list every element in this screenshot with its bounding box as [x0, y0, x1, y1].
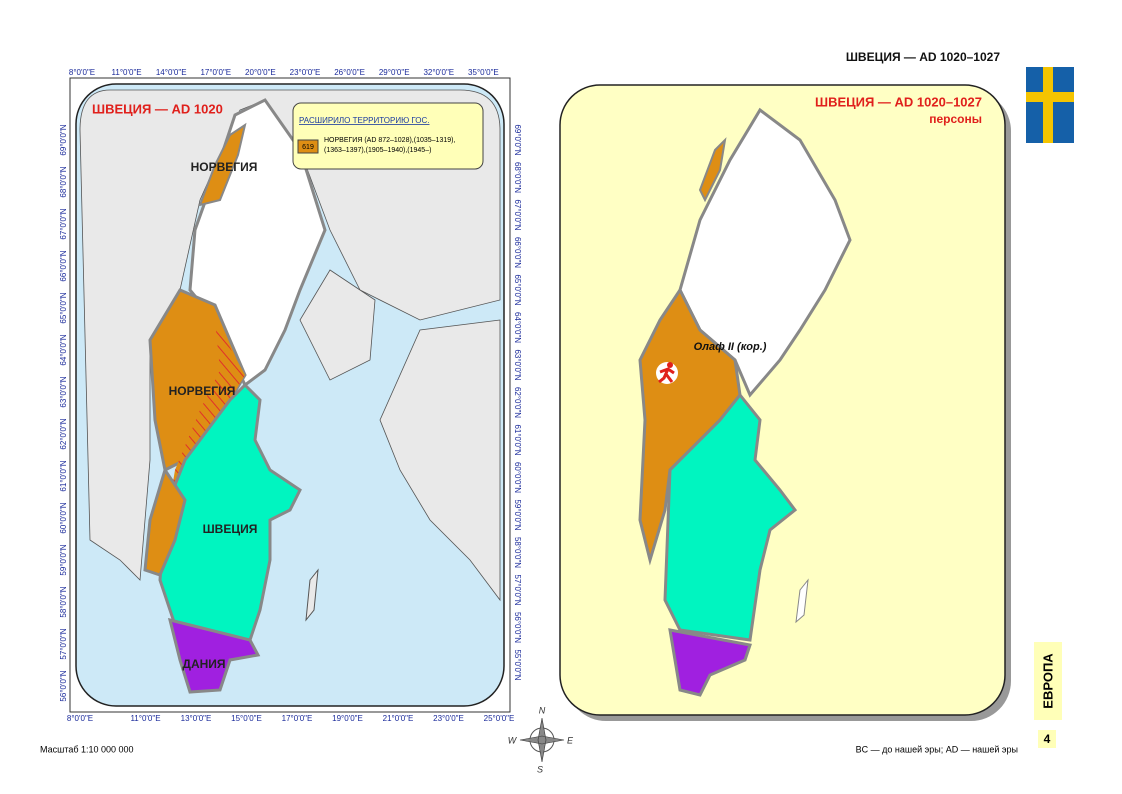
graticule-label: 17°0'0"E: [200, 68, 231, 77]
graticule-label: 67°0'0"N: [513, 199, 522, 230]
graticule-label: 23°0'0"E: [290, 68, 321, 77]
graticule-label: 55°0'0"N: [513, 649, 522, 680]
graticule-label: 62°0'0"N: [59, 418, 68, 449]
graticule-label: 19°0'0"E: [332, 714, 363, 723]
country-label: ДАНИЯ: [182, 657, 225, 671]
map-right: ШВЕЦИЯ — AD 1020–1027 персоны Олаф II (к…: [559, 84, 1011, 721]
graticule-label: 57°0'0"N: [513, 574, 522, 605]
graticule-label: 14°0'0"E: [156, 68, 187, 77]
country-label: НОРВЕГИЯ: [169, 384, 236, 398]
page-number: 4: [1044, 732, 1051, 746]
graticule-label: 67°0'0"N: [59, 208, 68, 239]
compass: N E S W: [508, 705, 574, 774]
page-title: ШВЕЦИЯ — AD 1020–1027: [846, 50, 1000, 64]
graticule-label: 63°0'0"N: [59, 376, 68, 407]
graticule-label: 29°0'0"E: [379, 68, 410, 77]
compass-letter: N: [539, 705, 546, 715]
region-box: [1034, 642, 1062, 720]
graticule-label: 35°0'0"E: [468, 68, 499, 77]
map-subtitle: персоны: [929, 112, 982, 126]
page-box: [1038, 730, 1056, 748]
graticule-label: 59°0'0"N: [513, 499, 522, 530]
graticule-label: 57°0'0"N: [59, 628, 68, 659]
footer-note: BC — до нашей эры; AD — нашей эры: [856, 744, 1018, 754]
graticule-label: 63°0'0"N: [513, 349, 522, 380]
compass-letter: E: [567, 735, 574, 745]
graticule-label: 23°0'0"E: [433, 714, 464, 723]
graticule-label: 62°0'0"N: [513, 387, 522, 418]
country-label: НОРВЕГИЯ: [191, 160, 258, 174]
graticule-label: 66°0'0"N: [59, 250, 68, 281]
legend-code: 619: [302, 144, 314, 151]
graticule-label: 61°0'0"N: [59, 460, 68, 491]
graticule-label: 58°0'0"N: [513, 537, 522, 568]
compass-letter: S: [537, 764, 543, 774]
graticule-label: 56°0'0"N: [513, 612, 522, 643]
region-label: ЕВРОПА: [1040, 653, 1055, 709]
flag: [1026, 67, 1074, 143]
graticule-label: 60°0'0"N: [513, 462, 522, 493]
graticule-label: 11°0'0"E: [112, 68, 142, 77]
graticule-label: 17°0'0"E: [282, 714, 313, 723]
graticule-label: 26°0'0"E: [334, 68, 365, 77]
compass-letter: W: [508, 735, 518, 745]
graticule-label: 8°0'0"E: [67, 714, 93, 723]
graticule-label: 61°0'0"N: [513, 424, 522, 455]
legend-text: НОРВЕГИЯ (AD 872–1028),(1035–1319),: [324, 137, 455, 144]
legend-text: (1363–1397),(1905–1940),(1945–): [324, 147, 431, 154]
graticule-label: 20°0'0"E: [245, 68, 276, 77]
scale: Масштаб 1:10 000 000: [40, 744, 134, 754]
graticule-label: 59°0'0"N: [59, 544, 68, 575]
graticule-label: 15°0'0"E: [231, 714, 262, 723]
graticule-label: 68°0'0"N: [59, 166, 68, 197]
graticule-label: 21°0'0"E: [383, 714, 414, 723]
graticule-label: 66°0'0"N: [513, 237, 522, 268]
graticule-label: 69°0'0"N: [59, 124, 68, 155]
graticule-label: 13°0'0"E: [181, 714, 212, 723]
person-icon: [656, 362, 678, 384]
graticule-label: 64°0'0"N: [513, 312, 522, 343]
graticule-label: 32°0'0"E: [423, 68, 454, 77]
country-label: ШВЕЦИЯ: [203, 522, 258, 536]
graticule-label: 69°0'0"N: [513, 124, 522, 155]
graticule-label: 58°0'0"N: [59, 586, 68, 617]
graticule-label: 8°0'0"E: [69, 68, 95, 77]
graticule-label: 25°0'0"E: [484, 714, 515, 723]
legend-title: РАСШИРИЛО ТЕРРИТОРИЮ ГОС.: [299, 116, 430, 125]
legend: РАСШИРИЛО ТЕРРИТОРИЮ ГОС. 619 НОРВЕГИЯ (…: [292, 102, 484, 170]
graticule-label: 56°0'0"N: [59, 670, 68, 701]
map-title: ШВЕЦИЯ — AD 1020–1027: [815, 94, 982, 109]
graticule-label: 60°0'0"N: [59, 502, 68, 533]
graticule-label: 68°0'0"N: [513, 162, 522, 193]
map-left: ШВЕЦИЯ — AD 1020 РАСШИРИЛО ТЕРРИТОРИЮ ГО…: [59, 68, 522, 723]
graticule-label: 64°0'0"N: [59, 334, 68, 365]
graticule-label: 65°0'0"N: [513, 274, 522, 305]
map-title: ШВЕЦИЯ — AD 1020: [92, 101, 223, 116]
person-label: Олаф II (кор.): [694, 341, 767, 353]
graticule-label: 11°0'0"E: [130, 714, 160, 723]
graticule-label: 65°0'0"N: [59, 292, 68, 323]
